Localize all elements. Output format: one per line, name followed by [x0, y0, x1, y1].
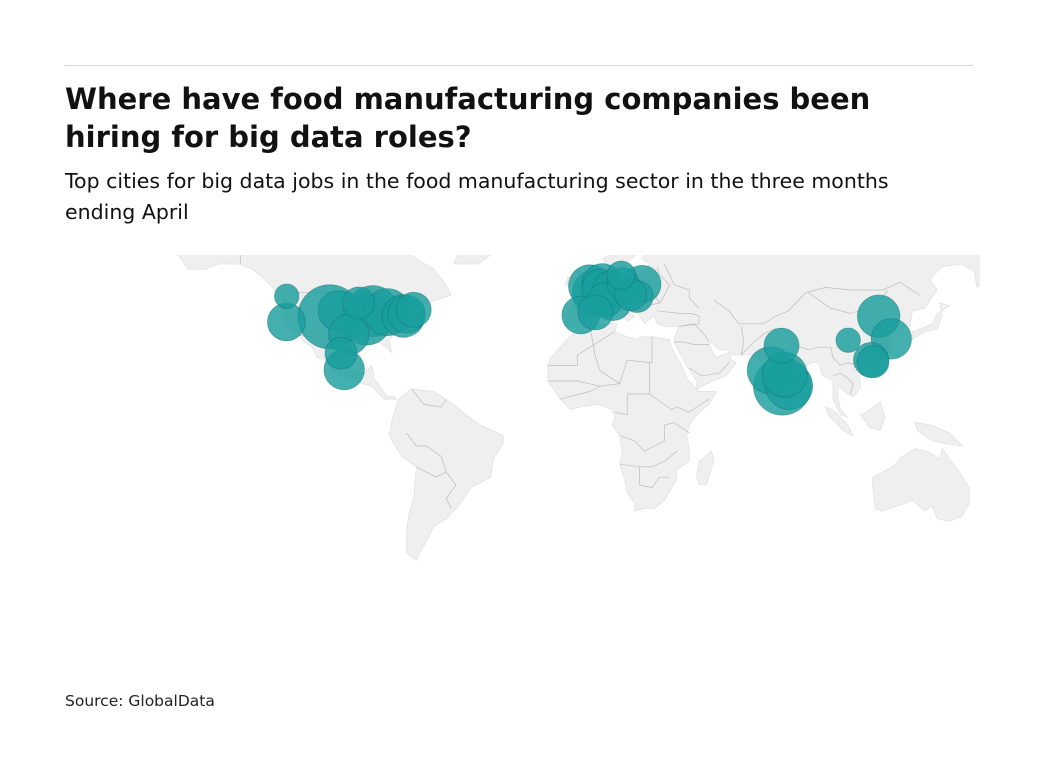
land-greenland	[453, 255, 491, 265]
border-russia-west	[664, 263, 700, 309]
border-africa-3	[560, 383, 620, 400]
border-iran-east	[740, 326, 745, 356]
border-africa-1	[547, 331, 615, 366]
source-note: Source: GlobalData	[65, 692, 215, 710]
city-bubble	[606, 260, 636, 290]
land-sumatra	[825, 406, 854, 437]
bubble-layer	[267, 260, 912, 416]
land-africa	[547, 323, 718, 512]
city-bubble	[856, 345, 890, 379]
border-middle-east-2	[674, 341, 709, 345]
border-andes-borders	[416, 466, 457, 509]
top-divider	[65, 65, 973, 66]
world-bubble-map	[177, 255, 980, 561]
border-indochina-1	[830, 347, 858, 366]
city-bubble	[763, 327, 800, 364]
chart-title: Where have food manufacturing companies …	[65, 82, 871, 154]
land-south-america	[388, 388, 504, 561]
border-middle-east-1	[679, 323, 710, 343]
city-bubble	[274, 283, 300, 309]
city-bubble	[395, 291, 432, 328]
city-bubble	[835, 327, 861, 353]
border-europe-4	[656, 266, 670, 304]
border-venezuela	[411, 388, 447, 408]
border-africa-5	[649, 393, 710, 413]
land-madagascar	[696, 450, 715, 486]
land-japan	[912, 302, 951, 340]
border-africa-7	[619, 450, 678, 468]
city-bubble	[342, 286, 376, 320]
border-africa-4	[614, 362, 650, 416]
border-indochina-2	[832, 372, 854, 395]
border-turkey	[656, 310, 700, 327]
border-brazil-west	[406, 432, 447, 473]
border-africa-8	[639, 466, 670, 488]
land-australia	[872, 447, 970, 522]
border-central-asia	[713, 281, 920, 325]
city-bubble	[324, 336, 358, 370]
border-africa-6	[619, 422, 690, 452]
border-sahel	[547, 380, 600, 387]
border-arabia	[689, 362, 730, 377]
land-new-guinea	[914, 422, 963, 447]
chart-subtitle: Top cities for big data jobs in the food…	[65, 169, 889, 224]
city-bubble	[577, 294, 614, 331]
land-borneo	[859, 401, 886, 431]
